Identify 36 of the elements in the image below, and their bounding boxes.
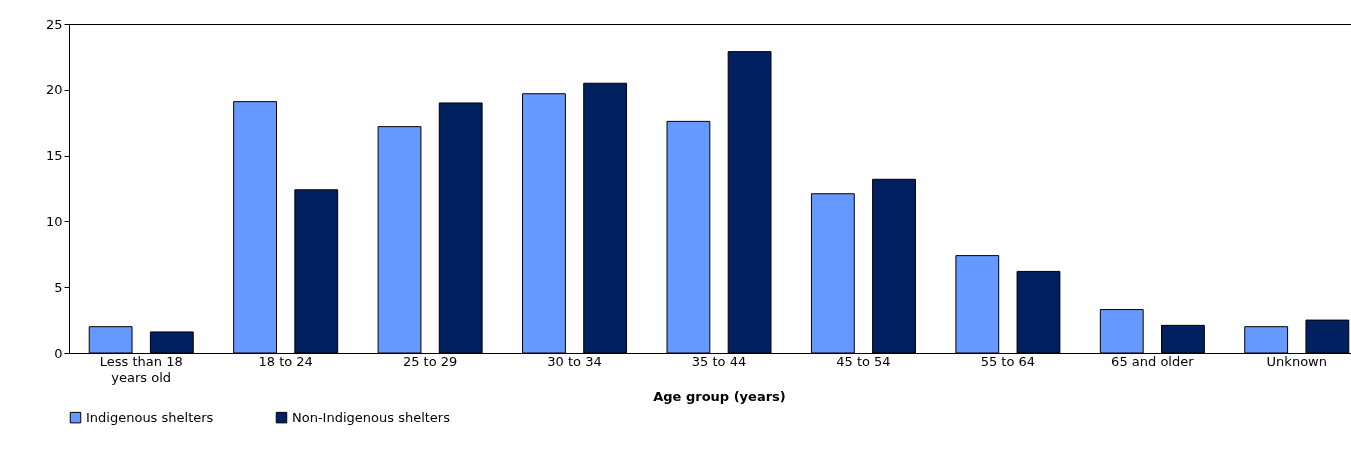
x-tick-label: Unknown [1266,353,1327,369]
bar [88,326,133,354]
bar [666,120,711,354]
y-tick-label: 15 [45,148,63,164]
bar [294,189,339,354]
x-tick-label: 45 to 54 [836,353,891,369]
y-tick-label: 10 [45,213,63,229]
bar [522,93,566,354]
bar [149,331,194,354]
x-tick-label: 35 to 44 [691,353,747,369]
bar [810,193,855,354]
y-tick-label: 20 [45,82,63,98]
x-tick-label: 25 to 29 [402,353,458,369]
x-axis-title: Age group (years) [653,388,786,404]
x-tick-label: 65 and older [1111,353,1195,369]
bar [727,51,772,354]
x-tick-label: 55 to 64 [980,353,1036,369]
legend-label: Indigenous shelters [86,409,214,425]
bar [583,82,628,354]
y-tick-label: 5 [54,279,63,295]
bar [377,126,422,354]
x-tick-label: 30 to 34 [547,353,602,369]
x-tick-label: Less than 18 years old [99,353,183,385]
bar [1305,319,1350,354]
bar [438,102,483,354]
bar [1244,326,1289,354]
legend-label: Non-Indigenous shelters [292,409,451,425]
y-tick-label: 25 [45,16,63,32]
bar [233,101,277,354]
x-tick-label: 18 to 24 [258,353,313,369]
bar [955,255,1000,354]
bar [1161,324,1205,354]
y-tick-label: 0 [54,345,63,361]
bar [1099,309,1144,354]
bar [872,178,916,354]
bar [1016,270,1061,354]
